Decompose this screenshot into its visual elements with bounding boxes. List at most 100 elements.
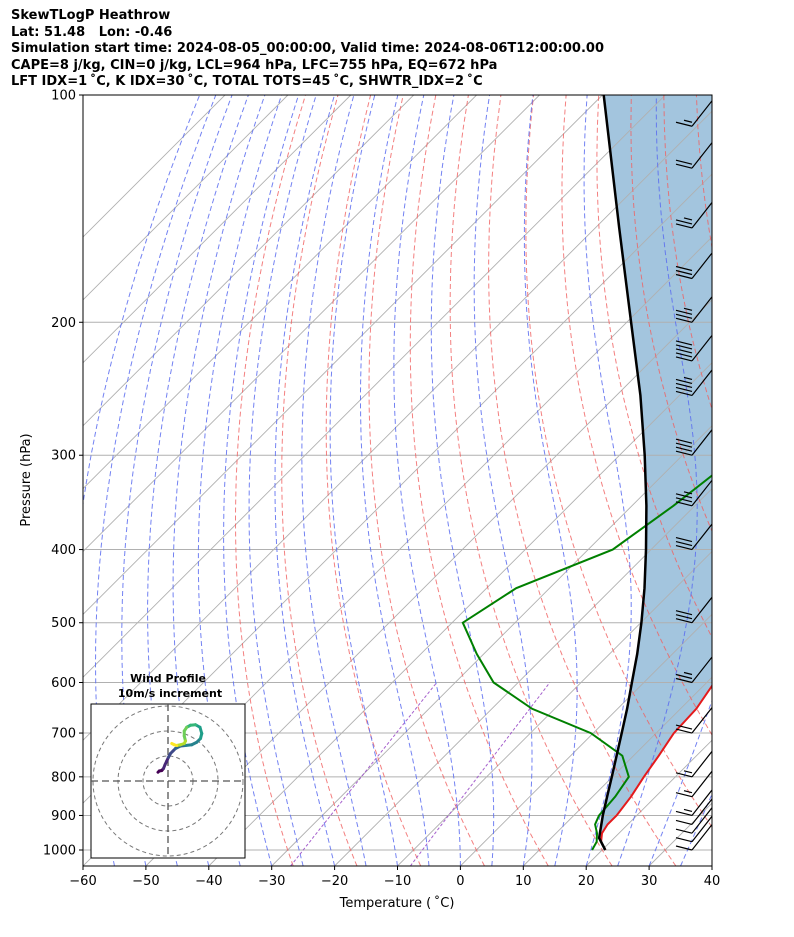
hodograph-segment: [170, 742, 176, 747]
hodograph-inset: Wind Profile 10m/s increment: [90, 672, 246, 859]
y-tick-label: 800: [51, 770, 76, 785]
moist-adiabat-line: [711, 864, 712, 866]
dry-adiabat-line: [281, 95, 358, 866]
wind-barbs: [675, 99, 712, 851]
moist-adiabat-line: [223, 95, 300, 866]
moist-adiabat-line: [523, 95, 578, 866]
isotherm-line: [145, 299, 712, 866]
dry-adiabat-line: [235, 95, 306, 866]
isotherm-line: [83, 95, 289, 301]
dry-adiabat-line: [729, 95, 794, 866]
simulation-times: Simulation start time: 2024-08-05_00:00:…: [11, 41, 604, 56]
isotherms: [83, 95, 712, 866]
dry-adiabat-line: [449, 95, 613, 866]
moist-adiabat-line: [393, 95, 461, 866]
stability-indices-2: LFT IDX=1 ˚C, K IDX=30 ˚C, TOTAL TOTS=45…: [11, 74, 483, 89]
x-tick-label: 30: [641, 874, 658, 889]
moist-adiabat-line: [172, 95, 266, 866]
y-tick-label: 100: [51, 89, 76, 104]
mixing-ratio-lines: [290, 682, 551, 866]
isotherm-line: [83, 95, 540, 553]
x-tick-label: −40: [195, 874, 222, 889]
wind-barb: [675, 334, 712, 362]
wind-barb: [675, 141, 712, 169]
isotherm-line: [711, 865, 712, 866]
wind-barb: [675, 369, 712, 397]
dry-adiabat-line: [561, 95, 712, 736]
hodograph-rings: [91, 704, 245, 858]
dry-adiabat-line: [762, 95, 794, 866]
moist-adiabat-line: [197, 95, 283, 866]
wind-barb: [675, 252, 712, 280]
x-tick-label: 0: [456, 874, 464, 889]
moist-adiabat-line: [473, 95, 533, 866]
wind-barb: [675, 789, 712, 817]
hodograph-title: Wind Profile: [130, 672, 206, 685]
wind-barb: [675, 656, 712, 684]
hodograph-trace: [156, 723, 204, 774]
y-tick-label: 200: [51, 316, 76, 331]
moist-adiabat-line: [329, 95, 398, 866]
station-title: SkewTLogP Heathrow: [11, 8, 171, 23]
dewpoint-line: [461, 474, 712, 851]
moist-adiabats: [83, 95, 712, 866]
station-coordinates: Lat: 51.48 Lon: -0.46: [11, 24, 173, 40]
x-tick-label: 20: [578, 874, 595, 889]
moist-adiabat-line: [430, 95, 495, 866]
x-axis-ticks: −60 −50 −40 −30 −20 −10 0 10 20 30 40: [69, 866, 720, 889]
wind-barb: [675, 706, 712, 734]
stability-indices-1: CAPE=8 j/kg, CIN=0 j/kg, LCL=964 hPa, LF…: [11, 57, 498, 73]
chart-header: SkewTLogP Heathrow Lat: 51.48 Lon: -0.46…: [11, 8, 604, 91]
temperature-line: [600, 684, 712, 851]
wind-barb: [675, 201, 712, 229]
isotherm-line: [83, 95, 603, 616]
y-tick-label: 500: [51, 616, 76, 631]
isotherm-line: [522, 676, 712, 866]
x-tick-label: 40: [704, 874, 721, 889]
plot-content: [83, 95, 794, 866]
parcel-line: [597, 95, 648, 851]
moist-adiabat-line: [301, 95, 367, 866]
x-tick-label: 10: [515, 874, 532, 889]
wind-barb: [675, 428, 712, 456]
dry-adiabat-line: [325, 95, 422, 866]
wind-barb: [675, 523, 712, 551]
dry-adiabat-line: [596, 95, 712, 639]
y-tick-label: 700: [51, 727, 76, 742]
y-axis-ticks: 100 200 300 400 500 600 700 800 900 1000: [43, 89, 83, 859]
dry-adiabat-line: [488, 95, 677, 866]
wind-barb: [675, 99, 712, 127]
y-tick-label: 300: [51, 449, 76, 464]
wind-barb: [675, 750, 712, 778]
isotherm-line: [460, 613, 712, 866]
profile-series: [461, 95, 712, 851]
wind-barb: [675, 798, 712, 826]
x-axis-label: Temperature ( ˚C): [339, 895, 455, 911]
isotherm-line: [397, 550, 712, 866]
x-tick-label: −50: [132, 874, 159, 889]
moist-adiabat-line: [248, 95, 317, 866]
mixing-ratio-line: [409, 682, 551, 866]
y-axis-label: Pressure (hPa): [19, 433, 34, 526]
dry-adiabat-line: [663, 95, 712, 411]
x-tick-label: −30: [258, 874, 285, 889]
moist-adiabat-line: [680, 792, 712, 866]
wind-barb: [675, 596, 712, 624]
y-tick-label: 600: [51, 676, 76, 691]
isotherm-line: [83, 95, 666, 678]
isotherm-line: [271, 425, 712, 866]
wind-barb: [675, 823, 712, 851]
isotherm-line: [83, 95, 226, 238]
x-tick-label: −20: [321, 874, 348, 889]
wind-barb: [675, 479, 712, 507]
dry-adiabat-line: [409, 95, 549, 866]
moist-adiabat-line: [360, 95, 430, 866]
isotherm-line: [83, 95, 352, 364]
y-tick-label: 1000: [43, 844, 76, 859]
wind-barb: [675, 806, 712, 834]
moist-adiabat-line: [274, 95, 336, 866]
moist-adiabat-line: [648, 699, 712, 866]
hodograph-subtitle: 10m/s increment: [118, 687, 222, 700]
wind-barb: [675, 295, 712, 323]
